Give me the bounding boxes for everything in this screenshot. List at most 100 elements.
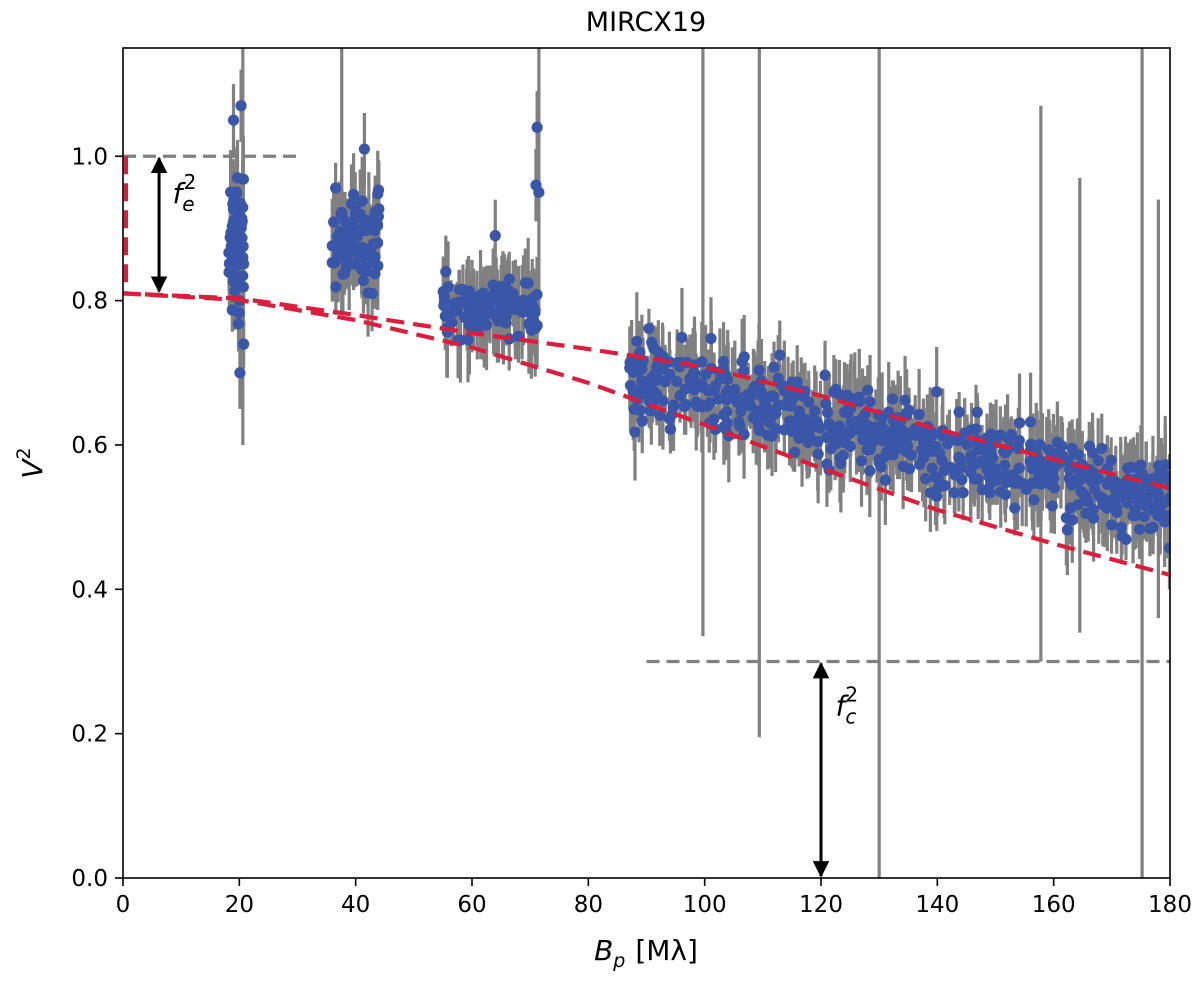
data-point [1162, 510, 1170, 522]
data-point [770, 407, 782, 419]
data-point [478, 306, 491, 318]
data-point [753, 424, 765, 437]
data-point [676, 331, 688, 343]
data-point [234, 367, 246, 379]
data-point [349, 207, 362, 220]
data-point [999, 459, 1011, 472]
data-point [803, 434, 816, 446]
data-point [357, 275, 370, 287]
data-point [330, 182, 342, 194]
data-point [834, 452, 846, 464]
data-point [1028, 494, 1040, 506]
data-point [798, 422, 810, 435]
data-point [481, 297, 493, 309]
data-point [733, 415, 745, 428]
y-tick-label: 1.0 [71, 144, 108, 170]
x-tick-label: 60 [457, 892, 486, 918]
data-point [1138, 511, 1150, 523]
data-point [1133, 523, 1146, 535]
data-point [372, 237, 384, 249]
data-point [646, 336, 658, 348]
data-point [231, 271, 243, 283]
data-point [879, 474, 891, 486]
data-point [1005, 429, 1017, 441]
data-point [747, 412, 759, 424]
data-point [360, 225, 372, 237]
data-point [1151, 490, 1164, 502]
x-axis-label: Bp [Mλ] [594, 934, 698, 972]
data-point [931, 490, 943, 502]
data-point [901, 439, 914, 452]
data-point [984, 487, 996, 499]
data-point [228, 198, 241, 210]
x-axis-ticks: 0 20 40 60 80 100 120 140 160 180 [116, 878, 1192, 918]
data-point [237, 281, 249, 293]
data-point [1051, 436, 1063, 448]
data-point [995, 486, 1007, 498]
data-point [229, 285, 241, 297]
data-point [1115, 521, 1127, 533]
data-point [236, 217, 248, 229]
y-tick-label: 0.8 [71, 289, 108, 315]
data-point [1013, 462, 1025, 474]
data-point [238, 338, 250, 350]
data-point [1152, 460, 1165, 472]
data-point [1051, 448, 1064, 460]
data-point [697, 381, 709, 393]
y-tick-label: 0.0 [71, 866, 108, 892]
data-point [768, 361, 780, 373]
data-point [1035, 475, 1047, 487]
data-point [864, 465, 876, 477]
data-point [931, 386, 943, 398]
data-point [533, 186, 545, 198]
data-point [892, 442, 905, 455]
data-point [809, 405, 821, 417]
data-point [833, 388, 846, 401]
data-point [721, 417, 733, 429]
x-tick-label: 20 [225, 892, 254, 918]
annotation-label: fc2 [836, 683, 859, 729]
data-point [1078, 490, 1091, 502]
data-point [957, 487, 969, 499]
data-point [517, 294, 530, 306]
data-point [1116, 530, 1128, 542]
data-point [460, 291, 473, 303]
data-point [491, 310, 503, 322]
data-point [712, 393, 725, 405]
data-point [819, 369, 831, 381]
data-point [953, 451, 965, 463]
data-point [631, 335, 643, 347]
data-point [855, 455, 868, 467]
data-point [1087, 503, 1099, 516]
data-point [1009, 502, 1021, 514]
data-point [337, 229, 349, 241]
data-point [1119, 481, 1131, 493]
data-point [1026, 463, 1038, 475]
data-point [503, 273, 515, 285]
y-tick-label: 0.2 [71, 722, 108, 748]
data-point [690, 398, 702, 410]
data-point [905, 449, 918, 461]
data-point [1088, 512, 1100, 524]
y-tick-label: 0.6 [71, 433, 108, 459]
annotation-layer: fe2 fc2 [150, 156, 859, 878]
data-point [920, 472, 932, 485]
data-point [528, 315, 540, 327]
data-point [227, 114, 240, 126]
data-point [372, 184, 385, 196]
data-point [970, 423, 982, 435]
data-point [812, 436, 824, 448]
data-point [714, 372, 727, 385]
data-point [793, 405, 805, 417]
data-point [1141, 491, 1154, 503]
data-point [684, 372, 696, 385]
model-curve [123, 291, 1170, 577]
data-point [959, 427, 971, 439]
data-point [1105, 454, 1117, 466]
data-point [774, 349, 786, 361]
data-point [1083, 440, 1096, 452]
data-point [913, 408, 925, 421]
data-point [823, 418, 835, 430]
data-point [349, 258, 361, 270]
data-point [838, 425, 850, 438]
